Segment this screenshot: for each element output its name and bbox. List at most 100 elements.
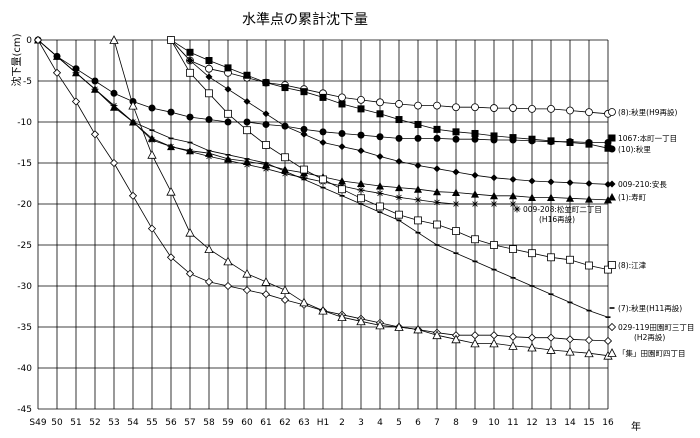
data-point <box>281 153 289 162</box>
series-layer <box>33 35 613 360</box>
data-point <box>433 165 441 173</box>
data-point <box>508 341 518 350</box>
data-point <box>490 136 498 144</box>
legend-label: 029-119田園町三丁目 <box>618 323 694 332</box>
x-tick-label: 58 <box>203 418 215 428</box>
data-point <box>528 193 536 201</box>
y-tick-label: -15 <box>17 159 32 169</box>
x-tick-label: 59 <box>222 418 234 428</box>
x-tick-label: 50 <box>51 418 63 428</box>
data-point <box>281 84 289 92</box>
data-point <box>376 152 384 160</box>
data-point <box>546 333 556 342</box>
data-point <box>148 136 156 144</box>
x-tick-label: 7 <box>434 418 440 428</box>
data-point <box>490 132 498 140</box>
x-tick-label: 61 <box>260 418 271 428</box>
data-point <box>432 330 442 340</box>
data-point <box>224 64 232 72</box>
x-tick-label: 57 <box>184 418 195 428</box>
x-tick-label: 12 <box>526 418 537 428</box>
data-point <box>566 255 574 264</box>
legend-label: (10):秋里 <box>618 144 651 154</box>
x-tick-label: 52 <box>89 418 100 428</box>
data-point <box>414 216 422 225</box>
data-point <box>608 134 616 142</box>
x-tick-label: 6 <box>415 418 421 428</box>
x-tick-label: 15 <box>583 418 594 428</box>
data-point <box>109 158 119 168</box>
x-tick-label: 16 <box>602 418 614 428</box>
y-tick-label: -45 <box>17 405 32 415</box>
data-point <box>110 89 118 97</box>
data-point <box>281 170 289 178</box>
data-point <box>414 196 422 204</box>
y-axis-label: 沈下量(cm) <box>10 33 23 86</box>
data-point <box>452 188 460 197</box>
data-point <box>471 171 479 179</box>
data-point <box>224 109 232 118</box>
data-point <box>185 269 195 278</box>
data-point <box>337 312 347 322</box>
data-point <box>280 295 290 305</box>
data-point <box>565 346 575 356</box>
data-point <box>490 200 498 208</box>
data-point <box>528 249 536 258</box>
data-point <box>585 195 593 203</box>
legend-label: (8):江津 <box>618 261 647 270</box>
data-point <box>452 227 460 235</box>
data-point <box>205 64 213 73</box>
data-point <box>414 101 422 110</box>
data-point <box>186 57 194 64</box>
data-point <box>262 141 270 149</box>
data-point <box>395 116 403 124</box>
data-point <box>205 152 213 160</box>
data-point <box>166 186 176 196</box>
data-point <box>395 183 403 192</box>
data-point <box>471 235 479 244</box>
data-point <box>167 36 175 44</box>
data-point <box>604 195 612 204</box>
data-point <box>90 130 100 139</box>
data-point <box>319 139 327 146</box>
data-point <box>357 194 365 203</box>
data-point <box>223 281 233 291</box>
data-point <box>205 57 213 64</box>
data-point <box>604 144 612 152</box>
data-point <box>243 71 251 79</box>
data-point <box>608 180 616 188</box>
data-point <box>243 126 251 135</box>
data-point <box>414 185 422 193</box>
data-point <box>452 135 460 143</box>
data-point <box>319 175 327 184</box>
data-point <box>224 157 232 165</box>
data-point <box>91 77 99 85</box>
x-tick-label: 13 <box>545 418 556 428</box>
data-point <box>604 265 612 274</box>
data-point <box>607 348 617 357</box>
data-point <box>528 104 536 113</box>
data-point <box>584 336 594 345</box>
y-tick-label: -35 <box>17 323 32 333</box>
data-point <box>205 89 213 98</box>
data-point <box>513 205 521 213</box>
data-point <box>489 338 499 348</box>
data-point <box>357 186 365 194</box>
data-point <box>147 149 157 159</box>
series-line <box>170 39 609 115</box>
data-point <box>243 161 251 169</box>
x-tick-label: 63 <box>298 418 309 428</box>
data-point <box>109 35 119 44</box>
data-point <box>300 125 308 133</box>
data-point <box>357 147 365 155</box>
data-point <box>395 134 403 142</box>
data-point <box>395 157 403 165</box>
x-tick-label: 60 <box>241 418 253 428</box>
legend-label: (H16再設) <box>539 214 575 224</box>
data-point <box>452 168 460 176</box>
series <box>167 36 612 274</box>
y-tick-label: -20 <box>17 200 32 210</box>
data-point <box>281 122 289 130</box>
data-point <box>433 101 441 110</box>
data-point <box>357 179 365 187</box>
